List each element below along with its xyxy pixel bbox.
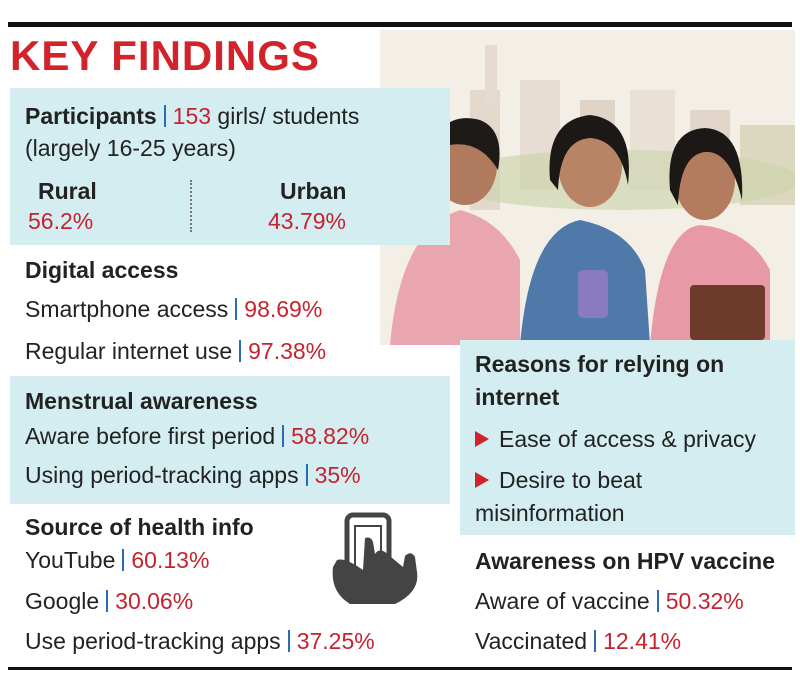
label: Regular internet use [25, 338, 233, 364]
description: girls/ students (largely 16-25 years) [25, 103, 360, 161]
reason: Desire to beat misinformation [475, 464, 705, 530]
item: Aware before first period 58.82% [25, 421, 369, 451]
title: KEY FINDINGS [10, 32, 320, 79]
label: Smartphone access [25, 296, 229, 322]
section-title: Digital access [25, 257, 179, 283]
group-label: Rural [38, 178, 97, 204]
label: Aware before first period [25, 423, 276, 449]
separator [305, 464, 308, 486]
item: Smartphone access 98.69% [25, 294, 322, 324]
label: Google [25, 588, 100, 614]
separator [122, 549, 125, 571]
separator [282, 425, 285, 447]
label: Vaccinated [475, 628, 588, 654]
group-label: Urban [280, 178, 347, 204]
label: Aware of vaccine [475, 588, 650, 614]
item: Vaccinated 12.41% [475, 626, 681, 656]
group-value: 43.79% [268, 208, 347, 234]
phone-icon [332, 512, 418, 604]
group-value: 56.2% [28, 208, 94, 234]
bullet [475, 472, 489, 488]
separator [239, 340, 242, 362]
value: 37.25% [296, 628, 375, 654]
section-title: Awareness on HPV vaccine [475, 548, 775, 574]
bullet [475, 431, 489, 447]
top-rule [8, 22, 792, 27]
bottom-rule [8, 667, 792, 670]
value: 35% [314, 462, 361, 488]
label: Ease of access & privacy [499, 426, 756, 452]
item: Google 30.06% [25, 586, 193, 616]
participants-text: Participants 153 girls/ students (largely… [25, 100, 405, 164]
menstrual-panel [10, 376, 450, 504]
item: Regular internet use 97.38% [25, 336, 326, 366]
label: Using period-tracking apps [25, 462, 299, 488]
reasons-panel [460, 340, 795, 535]
label: Participants [25, 103, 157, 129]
separator [656, 590, 659, 612]
value: 60.13% [131, 547, 210, 573]
count: 153 [172, 103, 212, 129]
item: Using period-tracking apps 35% [25, 460, 361, 490]
separator [594, 630, 597, 652]
separator [106, 590, 109, 612]
item: YouTube 60.13% [25, 545, 209, 575]
value: 97.38% [248, 338, 327, 364]
item: Use period-tracking apps 37.25% [25, 626, 375, 656]
value: 58.82% [291, 423, 370, 449]
value: 12.41% [603, 628, 682, 654]
section-title: Source of health info [25, 514, 254, 540]
separator [235, 298, 238, 320]
separator [163, 105, 166, 127]
value: 98.69% [244, 296, 323, 322]
item: Aware of vaccine 50.32% [475, 586, 744, 616]
section-title: Reasons for relying on internet [475, 351, 725, 410]
label: YouTube [25, 547, 116, 573]
participants-panel [10, 88, 450, 245]
label: Desire to beat misinformation [475, 467, 643, 526]
separator [287, 630, 290, 652]
label: Use period-tracking apps [25, 628, 281, 654]
section-title: Menstrual awareness [25, 388, 258, 414]
reason: Ease of access & privacy [475, 424, 756, 454]
photo [380, 30, 795, 345]
value: 50.32% [665, 588, 744, 614]
value: 30.06% [115, 588, 194, 614]
divider [190, 180, 192, 232]
